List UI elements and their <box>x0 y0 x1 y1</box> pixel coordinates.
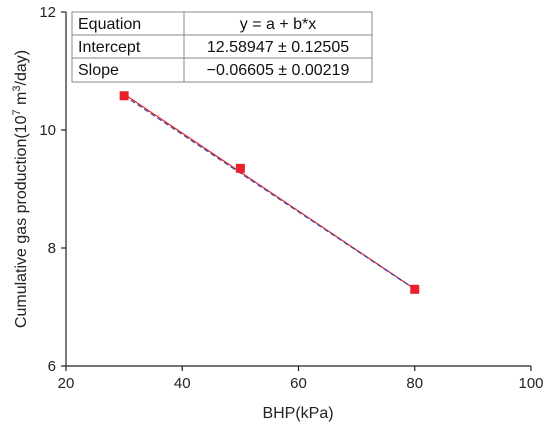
x-tick-label: 100 <box>518 375 543 392</box>
y-axis-title-end: /day) <box>13 50 30 86</box>
y-tick-label: 8 <box>48 240 56 257</box>
fit-lines <box>123 93 416 290</box>
trend-line <box>123 95 416 290</box>
data-point <box>119 91 129 101</box>
x-tick-label: 40 <box>174 375 191 392</box>
y-axis-ticks: 6 8 10 12 <box>39 4 66 375</box>
fit-table-value-equation: y = a + b*x <box>240 16 317 33</box>
x-axis-ticks: 20 40 60 80 100 <box>58 366 544 392</box>
x-tick-label: 20 <box>58 375 75 392</box>
data-point <box>235 163 245 173</box>
fit-table-label-intercept: Intercept <box>78 39 141 56</box>
fit-table-label-equation: Equation <box>78 16 141 33</box>
x-tick-label: 80 <box>406 375 423 392</box>
y-axis-title-exp2: 3 <box>11 85 23 91</box>
y-axis-title-mid: m <box>13 92 30 110</box>
y-axis-title: Cumulative gas production(107 m3/day) <box>11 50 30 328</box>
y-axis-title-exp1: 7 <box>11 109 23 115</box>
fit-table-value-slope: −0.06605 ± 0.00219 <box>207 62 350 79</box>
fit-table-value-intercept: 12.58947 ± 0.12505 <box>207 39 349 56</box>
fit-results-table: Equation y = a + b*x Intercept 12.58947 … <box>71 11 373 83</box>
data-points <box>119 91 420 294</box>
data-point <box>410 284 420 294</box>
y-tick-label: 6 <box>48 358 56 375</box>
y-axis-title-main: Cumulative gas production(10 <box>13 115 30 328</box>
y-tick-label: 12 <box>39 4 56 21</box>
x-axis-title: BHP(kPa) <box>262 405 333 422</box>
fit-table-border <box>71 11 373 83</box>
x-tick-label: 60 <box>290 375 307 392</box>
y-tick-label: 10 <box>39 122 56 139</box>
fit-table-label-slope: Slope <box>78 62 119 79</box>
